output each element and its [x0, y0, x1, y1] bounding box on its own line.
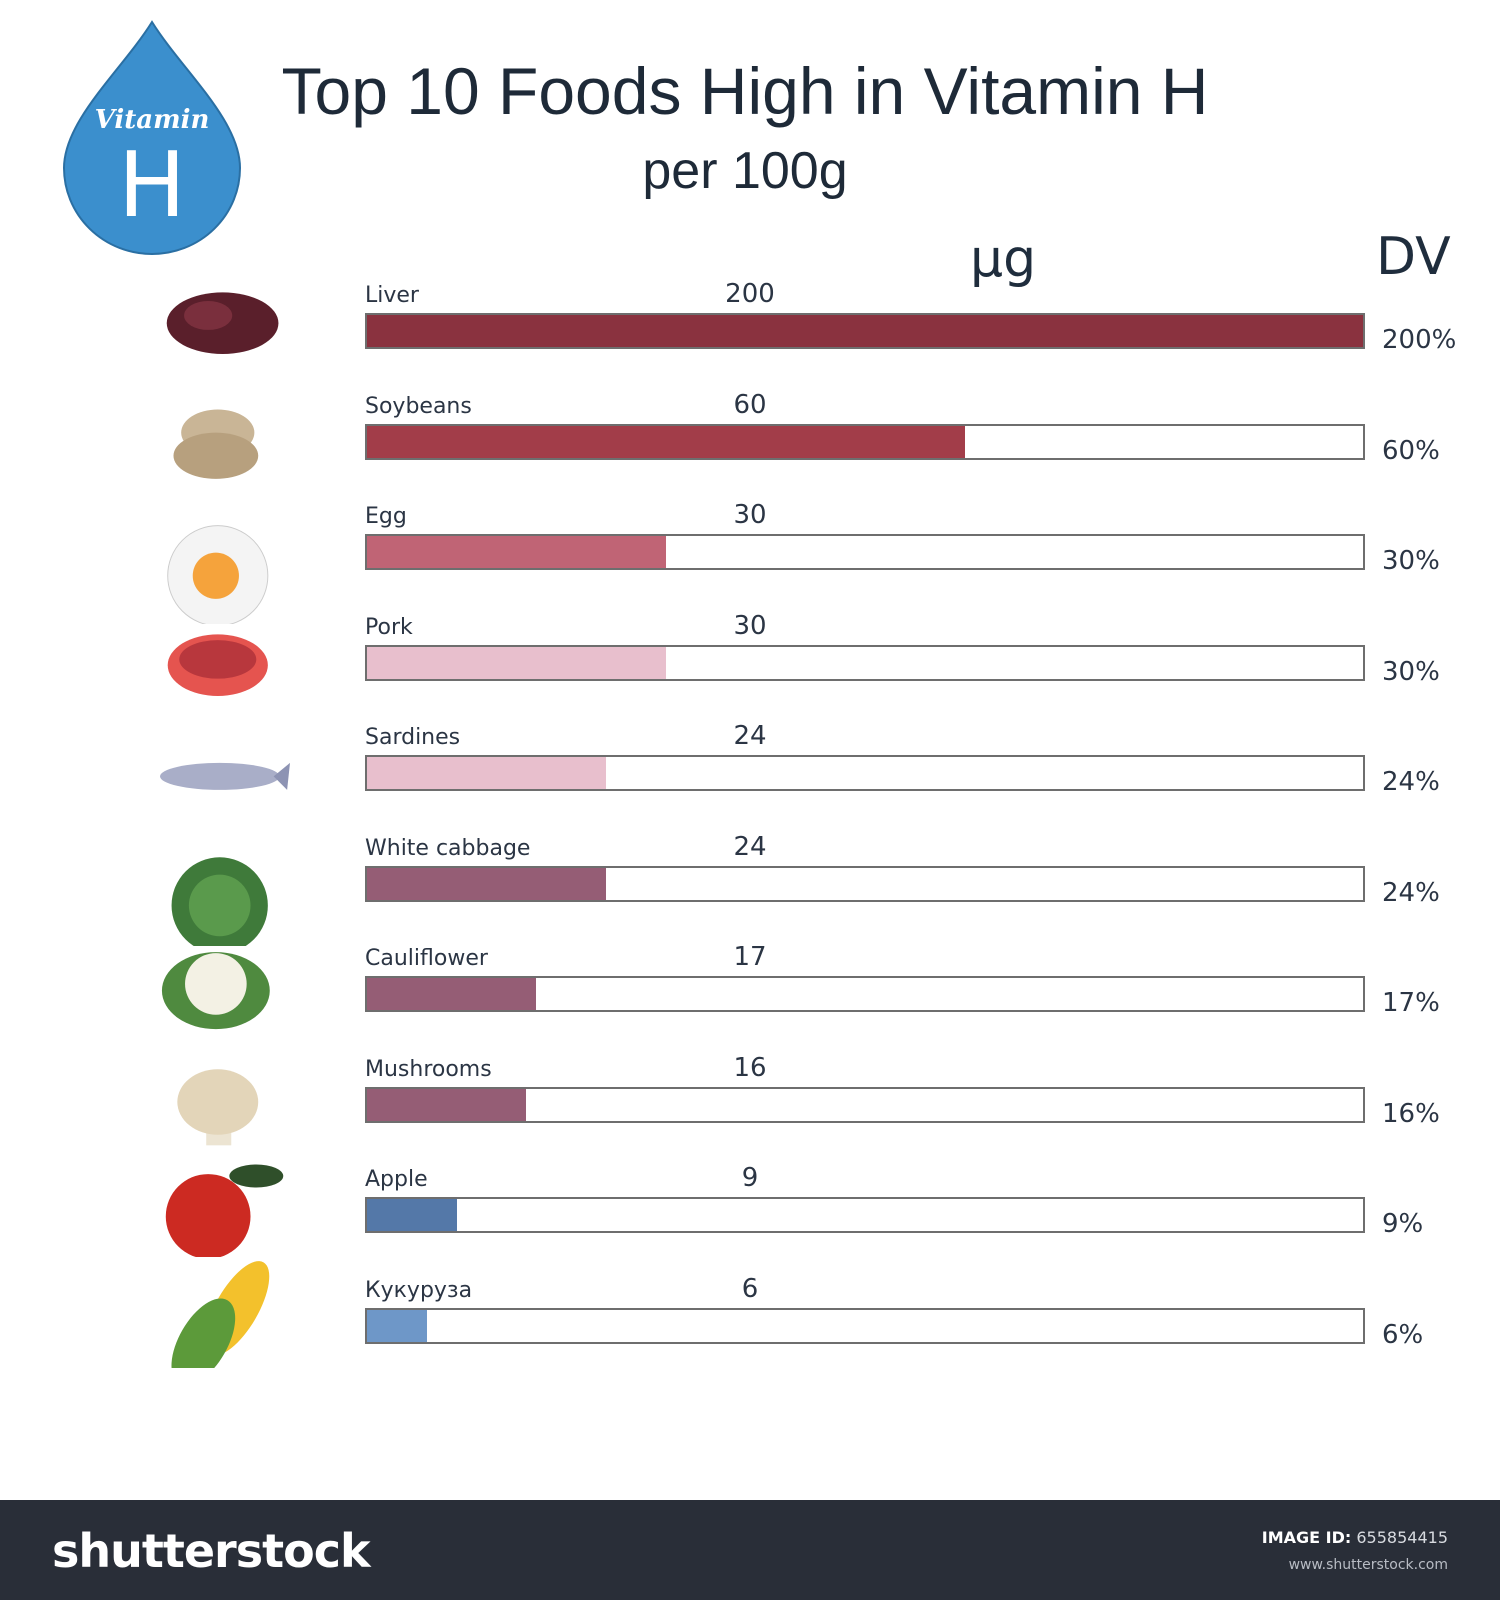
bar-track — [365, 644, 1365, 681]
bar — [367, 1088, 527, 1121]
bar-track — [365, 1307, 1365, 1344]
chart-subtitle: per 100g — [642, 142, 848, 200]
bar-value-label: 16 — [733, 1052, 767, 1083]
egg-icon — [167, 525, 269, 624]
cauliflower-icon — [161, 952, 270, 1030]
dv-label: 24% — [1382, 767, 1440, 797]
image-id-value: 655854415 — [1356, 1528, 1448, 1547]
bar-label: White cabbage — [365, 835, 531, 861]
bar-row: Apple 9 9% — [0, 1163, 1500, 1277]
bar-value-label: 17 — [733, 942, 767, 972]
bar-label: Кукуруза — [365, 1277, 473, 1303]
bar — [367, 1309, 427, 1342]
bar-label: Soybeans — [365, 393, 472, 419]
logo-script: Vitamin — [95, 105, 210, 135]
bar-row: Soybeans 60 60% — [0, 390, 1500, 504]
bar-value-label: 30 — [733, 610, 767, 641]
bar-label: Sardines — [365, 725, 461, 750]
bar — [367, 757, 607, 789]
bar-value-label: 24 — [733, 721, 767, 751]
bar — [367, 978, 537, 1010]
bar-row: Egg 30 30% — [0, 500, 1500, 624]
bar-value-label: 30 — [733, 500, 767, 530]
bar-value-label: 9 — [741, 1163, 759, 1193]
dv-label: 24% — [1382, 877, 1440, 908]
bar — [367, 425, 965, 458]
bar-track — [365, 534, 1365, 570]
liver-icon — [166, 292, 279, 354]
dv-label: 60% — [1382, 435, 1440, 466]
bar-label: Egg — [365, 504, 407, 529]
bar-label: Liver — [365, 283, 419, 308]
bar-label: Pork — [365, 614, 413, 640]
bar — [367, 1199, 457, 1231]
cabbage-icon — [171, 856, 268, 946]
bar — [367, 646, 666, 679]
unit-header: µg — [970, 229, 1037, 289]
bar-track — [365, 313, 1365, 349]
bar-value-label: 24 — [733, 831, 767, 862]
dv-label: 30% — [1382, 546, 1440, 576]
bar-track — [365, 865, 1365, 902]
bar-row: Cauliflower 17 17% — [0, 942, 1500, 1056]
bar-label: Mushrooms — [365, 1056, 492, 1082]
soybeans-icon — [173, 409, 259, 479]
dv-header: DV — [1376, 227, 1451, 287]
bar-value-label: 6 — [741, 1273, 759, 1304]
bar-row: Sardines 24 24% — [0, 721, 1500, 835]
corn-icon — [171, 1260, 270, 1368]
bar-row: White cabbage 24 24% — [0, 832, 1500, 946]
bar — [367, 867, 607, 900]
apple-icon — [165, 1164, 284, 1257]
sardine-icon — [160, 762, 290, 790]
bar-track — [365, 1197, 1365, 1233]
dv-label: 200% — [1382, 325, 1457, 355]
dv-label: 6% — [1382, 1319, 1424, 1350]
bar — [367, 536, 666, 568]
bar-label: Cauliflower — [365, 946, 488, 971]
bar-row: Liver 200 200% — [0, 279, 1500, 393]
bar-track — [365, 976, 1365, 1012]
footer-brand: shutterstock — [52, 1524, 371, 1578]
bar-value-label: 200 — [725, 279, 775, 309]
logo-letter: H — [118, 133, 186, 238]
bar-label: Apple — [365, 1167, 428, 1192]
mushroom-icon — [177, 1068, 259, 1145]
footer-site: www.shutterstock.com — [1288, 1557, 1448, 1573]
image-id: IMAGE ID: 655854415 — [1262, 1528, 1448, 1548]
bar-row: Mushrooms 16 16% — [0, 1053, 1500, 1167]
dv-label: 16% — [1382, 1098, 1440, 1129]
chart-title: Top 10 Foods High in Vitamin H — [281, 54, 1209, 128]
bar-track — [365, 755, 1365, 791]
bar-value-label: 60 — [733, 389, 767, 420]
dv-label: 17% — [1382, 988, 1440, 1018]
bar — [367, 315, 1363, 347]
pork-icon — [167, 633, 268, 696]
bar-track — [365, 423, 1365, 460]
image-id-label: IMAGE ID: — [1261, 1528, 1352, 1547]
bar-row: Pork 30 30% — [0, 611, 1500, 725]
footer-bar: shutterstock IMAGE ID: 655854415 www.shu… — [0, 1500, 1500, 1600]
dv-label: 30% — [1382, 656, 1440, 687]
bar-track — [365, 1086, 1365, 1123]
dv-label: 9% — [1382, 1209, 1424, 1239]
vitamin-h-drop-logo: Vitamin H — [62, 20, 242, 255]
bar-row: Кукуруза 6 6% — [0, 1260, 1500, 1388]
